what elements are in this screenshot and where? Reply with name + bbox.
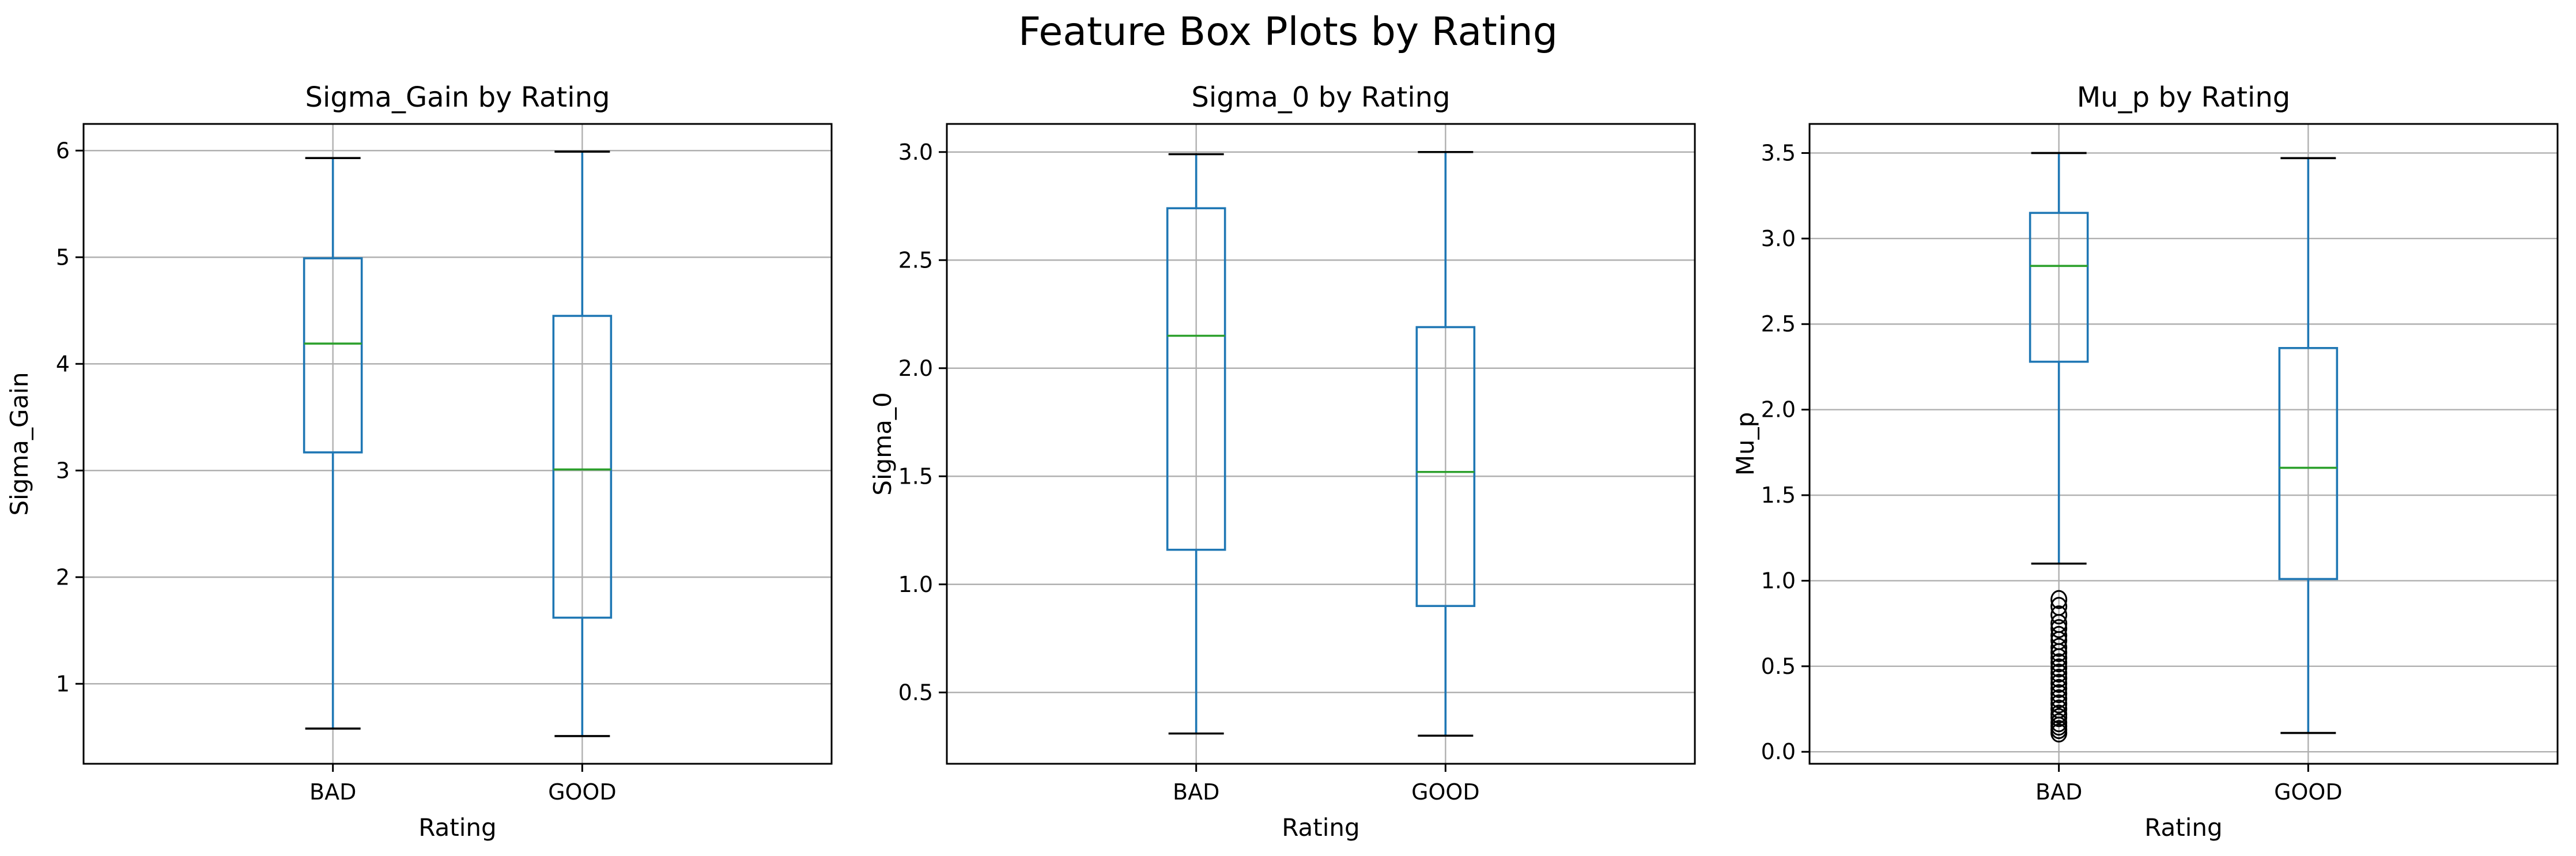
- outlier-point: [2050, 638, 2068, 657]
- subplot-3: 0.0 0.5 1.0 1.5 2.0 2.5 3.0 3.5 BAD GOOD Mu_p by R…: [1731, 81, 2559, 842]
- subplots: 1 2 3 4 5 6 BAD GOOD Sigma_Gain by Rating Rating S…: [5, 81, 2559, 842]
- subplot-2: 0.5 1.0 1.5 2.0 2.5 3.0 BAD GOOD Sigma_0 by Rati…: [868, 81, 1696, 842]
- x-axis-label: Rating: [1282, 813, 1359, 842]
- outlier-point: [2050, 619, 2068, 639]
- box-good: [1415, 150, 1476, 737]
- x-axis-label: Rating: [2144, 813, 2222, 842]
- iqr-box: [1415, 326, 1476, 608]
- y-tick-label: 3.0: [898, 139, 933, 165]
- box-bad: [1166, 153, 1226, 735]
- y-axis-label: Mu_p: [1731, 412, 1759, 476]
- box-good: [552, 150, 613, 737]
- outlier-point: [2050, 674, 2068, 693]
- subplot-title: Mu_p by Rating: [2077, 81, 2290, 114]
- axes-frame: [1808, 123, 2559, 765]
- x-tick-label: GOOD: [548, 779, 617, 805]
- x-tick-label: GOOD: [2274, 779, 2343, 805]
- y-tick-label: 2.0: [1761, 397, 1796, 423]
- outlier-point: [2050, 605, 2068, 625]
- x-tick-label: BAD: [2035, 779, 2082, 805]
- y-tick-label: 1: [56, 671, 70, 696]
- y-tick-label: 5: [56, 244, 70, 270]
- axes-frame: [946, 123, 1696, 765]
- outlier-point: [2050, 648, 2068, 668]
- y-tick-label: 2.5: [1761, 311, 1796, 337]
- y-tick-label: 2.5: [898, 247, 933, 273]
- iqr-box: [2029, 212, 2089, 363]
- y-axis-label: Sigma_Gain: [5, 372, 33, 515]
- y-tick-label: 2: [56, 564, 70, 590]
- outlier-point: [2050, 723, 2068, 743]
- outlier-point: [2050, 590, 2068, 609]
- y-tick-label: 0.5: [1761, 654, 1796, 679]
- outlier-point: [2050, 669, 2068, 688]
- subplot-title: Sigma_Gain by Rating: [305, 81, 610, 114]
- outlier-point: [2050, 694, 2068, 714]
- iqr-box: [552, 315, 613, 619]
- axes-frame: [82, 123, 833, 765]
- outlier-point: [2050, 658, 2068, 678]
- iqr-box: [1166, 207, 1226, 551]
- y-tick-label: 6: [56, 138, 70, 163]
- outlier-point: [2050, 643, 2068, 662]
- y-tick-label: 3: [56, 458, 70, 483]
- outlier-point: [2050, 663, 2068, 683]
- y-tick-label: 2.0: [898, 356, 933, 381]
- subplot-1: 1 2 3 4 5 6 BAD GOOD Sigma_Gain by Rating Rating S…: [5, 81, 833, 842]
- y-tick-label: 1.0: [898, 572, 933, 597]
- y-tick-label: 3.0: [1761, 226, 1796, 251]
- outlier-point: [2050, 678, 2068, 698]
- box-bad: [303, 157, 363, 730]
- outlier-point: [2050, 689, 2068, 708]
- y-axis-label: Sigma_0: [868, 392, 897, 495]
- y-tick-label: 1.5: [1761, 482, 1796, 508]
- y-tick-label: 1.0: [1761, 568, 1796, 593]
- y-tick-label: 0.5: [898, 680, 933, 705]
- x-tick-label: BAD: [1173, 779, 1219, 805]
- x-axis-label: Rating: [418, 813, 496, 842]
- y-tick-label: 4: [56, 351, 70, 376]
- iqr-box: [2278, 346, 2339, 580]
- y-tick-label: 0.0: [1761, 739, 1796, 764]
- x-tick-label: BAD: [309, 779, 356, 805]
- y-tick-label: 3.5: [1761, 140, 1796, 165]
- figure-title: Feature Box Plots by Rating: [1018, 9, 1558, 55]
- subplot-title: Sigma_0 by Rating: [1191, 81, 1450, 114]
- outlier-point: [2050, 708, 2068, 727]
- y-tick-label: 1.5: [898, 463, 933, 489]
- iqr-box: [303, 257, 363, 454]
- box-bad: [2029, 152, 2089, 743]
- outlier-point: [2050, 684, 2068, 703]
- outlier-point: [2050, 653, 2068, 673]
- box-good: [2278, 157, 2339, 734]
- x-tick-label: GOOD: [1411, 779, 1480, 805]
